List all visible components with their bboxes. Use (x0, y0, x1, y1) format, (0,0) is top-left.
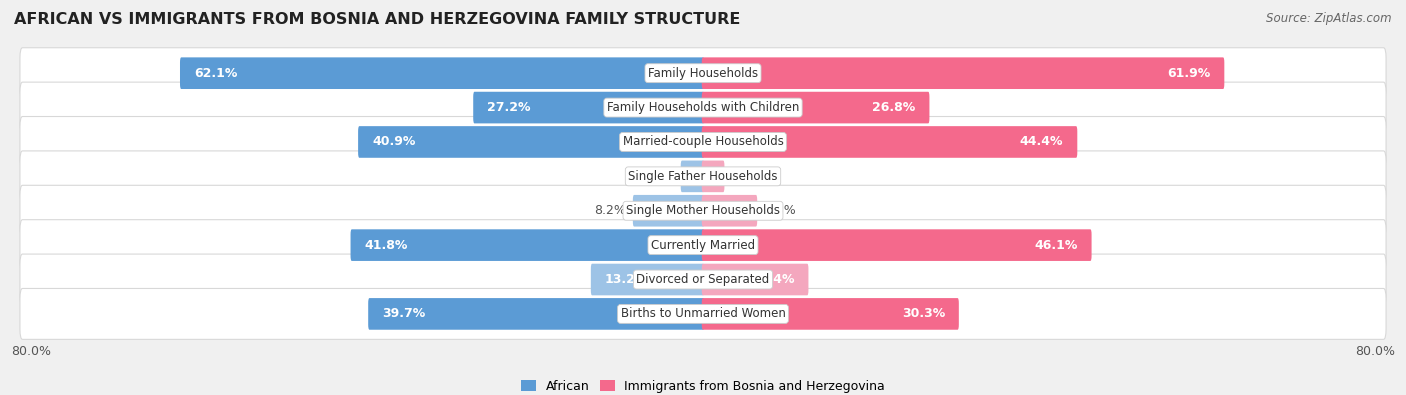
Text: 2.4%: 2.4% (731, 170, 763, 183)
Text: 41.8%: 41.8% (364, 239, 408, 252)
FancyBboxPatch shape (474, 92, 704, 123)
FancyBboxPatch shape (702, 92, 929, 123)
FancyBboxPatch shape (20, 220, 1386, 271)
Text: AFRICAN VS IMMIGRANTS FROM BOSNIA AND HERZEGOVINA FAMILY STRUCTURE: AFRICAN VS IMMIGRANTS FROM BOSNIA AND HE… (14, 12, 741, 27)
FancyBboxPatch shape (20, 254, 1386, 305)
Legend: African, Immigrants from Bosnia and Herzegovina: African, Immigrants from Bosnia and Herz… (516, 375, 890, 395)
Text: 62.1%: 62.1% (194, 67, 238, 80)
Text: 6.3%: 6.3% (765, 204, 796, 217)
FancyBboxPatch shape (681, 160, 704, 192)
FancyBboxPatch shape (20, 117, 1386, 167)
FancyBboxPatch shape (702, 264, 808, 295)
Text: 13.2%: 13.2% (605, 273, 648, 286)
Text: 40.9%: 40.9% (373, 135, 415, 149)
FancyBboxPatch shape (180, 57, 704, 89)
FancyBboxPatch shape (350, 229, 704, 261)
FancyBboxPatch shape (20, 151, 1386, 202)
Text: Married-couple Households: Married-couple Households (623, 135, 783, 149)
FancyBboxPatch shape (359, 126, 704, 158)
Text: Source: ZipAtlas.com: Source: ZipAtlas.com (1267, 12, 1392, 25)
Text: Divorced or Separated: Divorced or Separated (637, 273, 769, 286)
FancyBboxPatch shape (633, 195, 704, 227)
Text: 61.9%: 61.9% (1167, 67, 1211, 80)
FancyBboxPatch shape (702, 126, 1077, 158)
FancyBboxPatch shape (368, 298, 704, 330)
FancyBboxPatch shape (702, 298, 959, 330)
Text: 39.7%: 39.7% (382, 307, 425, 320)
Text: 30.3%: 30.3% (901, 307, 945, 320)
Text: Family Households: Family Households (648, 67, 758, 80)
FancyBboxPatch shape (591, 264, 704, 295)
Text: 2.5%: 2.5% (641, 170, 673, 183)
Text: 46.1%: 46.1% (1035, 239, 1078, 252)
Text: Single Mother Households: Single Mother Households (626, 204, 780, 217)
Text: 44.4%: 44.4% (1019, 135, 1063, 149)
FancyBboxPatch shape (20, 82, 1386, 133)
FancyBboxPatch shape (20, 288, 1386, 339)
Text: 26.8%: 26.8% (872, 101, 915, 114)
FancyBboxPatch shape (702, 57, 1225, 89)
Text: Family Households with Children: Family Households with Children (607, 101, 799, 114)
FancyBboxPatch shape (20, 185, 1386, 236)
Text: 8.2%: 8.2% (593, 204, 626, 217)
Text: Births to Unmarried Women: Births to Unmarried Women (620, 307, 786, 320)
FancyBboxPatch shape (702, 229, 1091, 261)
FancyBboxPatch shape (702, 195, 758, 227)
Text: 12.4%: 12.4% (751, 273, 794, 286)
FancyBboxPatch shape (20, 48, 1386, 99)
Text: Single Father Households: Single Father Households (628, 170, 778, 183)
Text: Currently Married: Currently Married (651, 239, 755, 252)
FancyBboxPatch shape (702, 160, 724, 192)
Text: 27.2%: 27.2% (486, 101, 530, 114)
